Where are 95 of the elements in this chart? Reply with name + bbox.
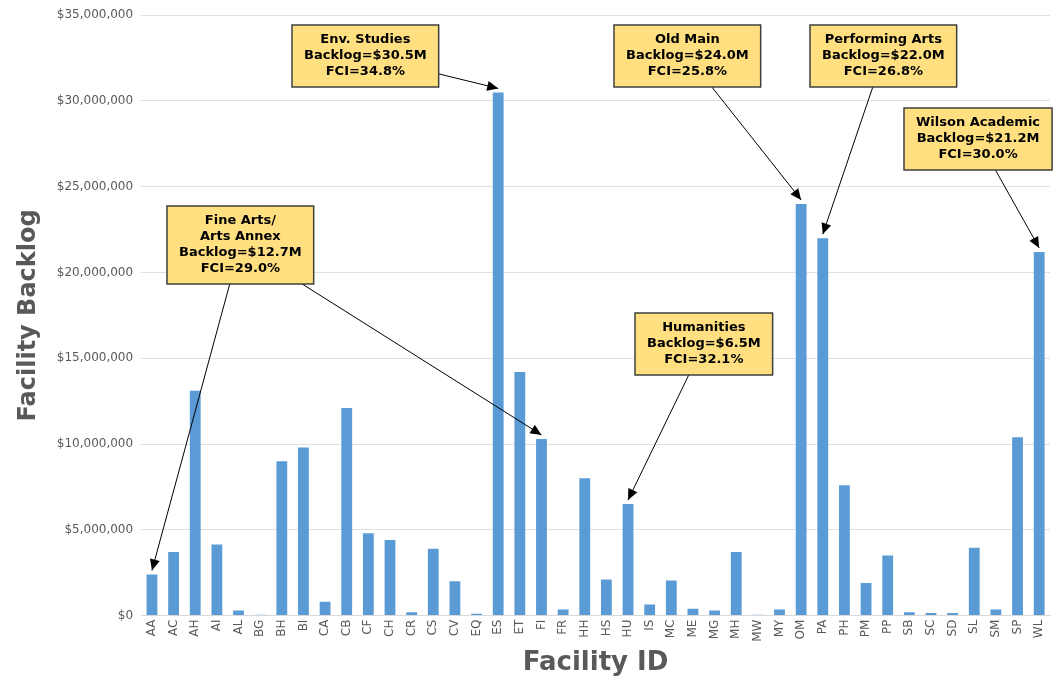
annotation: Performing Arts Backlog=$22.0M FCI=26.8% xyxy=(821,31,945,79)
x-tick-label: SP xyxy=(1009,619,1024,635)
bar xyxy=(211,544,223,616)
bar xyxy=(1033,251,1045,616)
x-tick-label: HS xyxy=(598,619,613,637)
x-tick-label: PH xyxy=(836,619,851,636)
x-tick-label: SB xyxy=(901,619,916,636)
bar xyxy=(384,540,396,616)
bar xyxy=(600,579,612,616)
x-tick-label: CF xyxy=(360,619,375,635)
bar xyxy=(947,613,959,616)
x-tick-label: AH xyxy=(187,619,202,637)
x-axis-title: Facility ID xyxy=(522,646,669,677)
annotation: Humanities Backlog=$6.5M FCI=32.1% xyxy=(646,319,761,367)
y-tick-label: $20,000,000 xyxy=(56,264,134,279)
bar xyxy=(362,533,374,616)
bar xyxy=(514,372,526,616)
x-tick-label: MW xyxy=(749,619,764,642)
bar xyxy=(774,609,785,616)
bar xyxy=(189,390,201,616)
x-tick-label: HH xyxy=(576,619,591,638)
annotation: Env. Studies Backlog=$30.5M FCI=34.8% xyxy=(303,31,427,79)
x-tick-label: FR xyxy=(555,619,570,635)
x-tick-label: AL xyxy=(230,619,245,635)
x-tick-label: FI xyxy=(533,619,548,631)
annotation: Wilson Academic Backlog=$21.2M FCI=30.0% xyxy=(916,114,1041,162)
x-tick-label: OM xyxy=(793,619,808,640)
bar xyxy=(795,203,807,616)
bar xyxy=(665,580,677,616)
bar xyxy=(622,504,634,616)
x-tick-label: BH xyxy=(273,619,288,637)
bar xyxy=(730,552,742,616)
bar xyxy=(860,582,872,616)
y-tick-label: $15,000,000 xyxy=(56,350,134,365)
x-tick-label: SD xyxy=(944,619,959,637)
x-tick-label: MG xyxy=(706,619,721,640)
y-tick-label: $0 xyxy=(117,607,134,622)
x-tick-label: SL xyxy=(966,619,981,634)
bar xyxy=(709,610,720,616)
x-tick-label: ET xyxy=(511,618,526,635)
x-tick-label: BG xyxy=(252,619,267,637)
x-tick-label: MY xyxy=(771,618,786,638)
x-tick-label: BI xyxy=(295,619,310,632)
x-tick-label: CH xyxy=(382,619,397,637)
bar xyxy=(968,547,980,616)
bar xyxy=(990,609,1002,616)
bar xyxy=(319,601,331,616)
bar xyxy=(839,485,850,616)
bar xyxy=(903,612,915,616)
bar xyxy=(427,548,439,616)
x-tick-label: SM xyxy=(988,619,1003,638)
x-tick-label: PP xyxy=(879,619,894,635)
x-tick-label: CR xyxy=(403,619,418,637)
bar xyxy=(449,581,461,616)
y-tick-label: $30,000,000 xyxy=(56,93,134,108)
bar xyxy=(276,461,288,616)
annotation: Old Main Backlog=$24.0M FCI=25.8% xyxy=(625,31,749,79)
x-tick-label: ME xyxy=(685,619,700,638)
x-tick-label: CB xyxy=(338,619,353,637)
x-tick-label: CS xyxy=(425,619,440,636)
x-tick-label: IS xyxy=(641,619,656,631)
bar xyxy=(925,613,937,616)
x-tick-label: PM xyxy=(858,619,873,638)
x-tick-label: HU xyxy=(620,619,635,638)
bar xyxy=(146,574,158,616)
x-tick-label: AA xyxy=(144,618,159,637)
x-tick-label: EQ xyxy=(468,619,483,637)
x-tick-label: CV xyxy=(447,618,462,637)
x-tick-label: MH xyxy=(728,619,743,639)
bar xyxy=(1012,437,1023,616)
bar xyxy=(536,438,547,616)
bar xyxy=(817,238,829,616)
y-tick-label: $10,000,000 xyxy=(56,436,134,451)
bar xyxy=(168,552,180,616)
x-tick-label: WL xyxy=(1031,619,1046,639)
bar xyxy=(341,408,353,616)
bar xyxy=(298,447,309,616)
bar xyxy=(644,604,656,616)
x-tick-label: CA xyxy=(317,618,332,637)
annotation: Fine Arts/ Arts Annex Backlog=$12.7M FCI=29.0% xyxy=(178,212,302,276)
bar xyxy=(579,478,591,616)
y-tick-label: $25,000,000 xyxy=(56,178,134,193)
bar xyxy=(882,555,894,616)
y-tick-label: $35,000,000 xyxy=(56,7,134,22)
x-tick-label: ES xyxy=(490,619,505,635)
x-tick-label: PA xyxy=(814,618,829,635)
y-tick-label: $5,000,000 xyxy=(64,521,134,536)
x-tick-label: AI xyxy=(209,619,223,632)
y-axis-title: Facility Backlog xyxy=(12,209,41,422)
x-tick-label: MC xyxy=(663,619,678,639)
bar xyxy=(233,610,244,616)
x-tick-label: AC xyxy=(165,619,180,636)
bar xyxy=(557,609,569,616)
x-tick-label: SC xyxy=(923,619,938,636)
bar xyxy=(406,612,418,616)
